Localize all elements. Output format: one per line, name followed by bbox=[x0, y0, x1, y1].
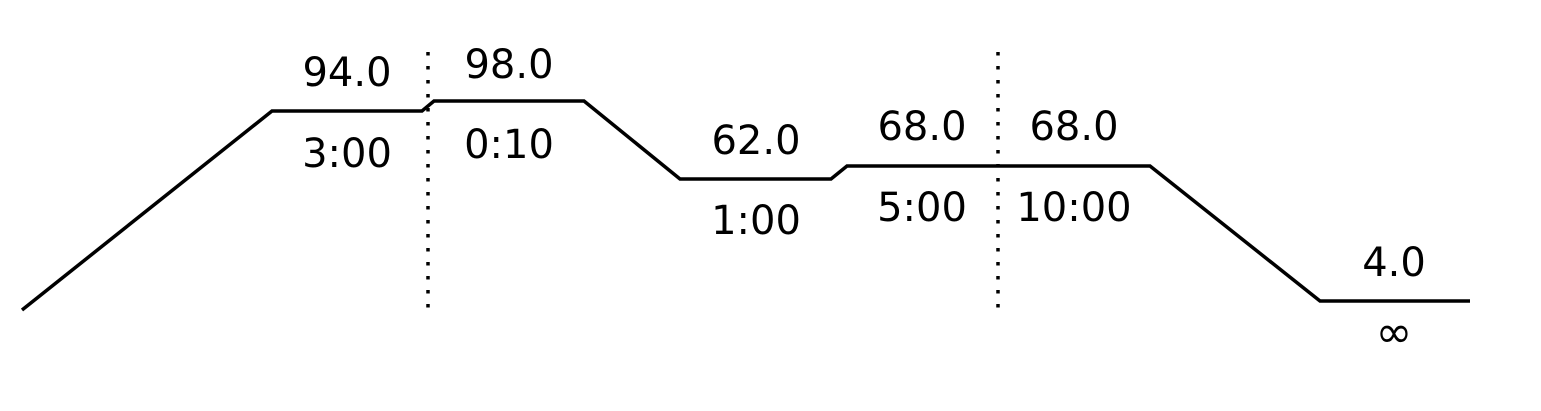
temperature-profile-line bbox=[20, 99, 1470, 312]
step-6-duration: ∞ bbox=[1376, 307, 1413, 358]
step-4-temperature: 68.0 bbox=[877, 104, 966, 150]
step-3-temperature: 62.0 bbox=[711, 118, 800, 164]
step-2-temperature: 98.0 bbox=[464, 42, 553, 88]
step-4-duration: 5:00 bbox=[877, 185, 967, 231]
step-5-temperature: 68.0 bbox=[1029, 104, 1118, 150]
step-3-duration: 1:00 bbox=[711, 198, 801, 244]
step-1-duration: 3:00 bbox=[302, 131, 392, 177]
step-5-duration: 10:00 bbox=[1016, 185, 1131, 231]
step-1-temperature: 94.0 bbox=[302, 50, 391, 96]
step-2-duration: 0:10 bbox=[464, 122, 554, 168]
step-6-temperature: 4.0 bbox=[1362, 240, 1426, 286]
